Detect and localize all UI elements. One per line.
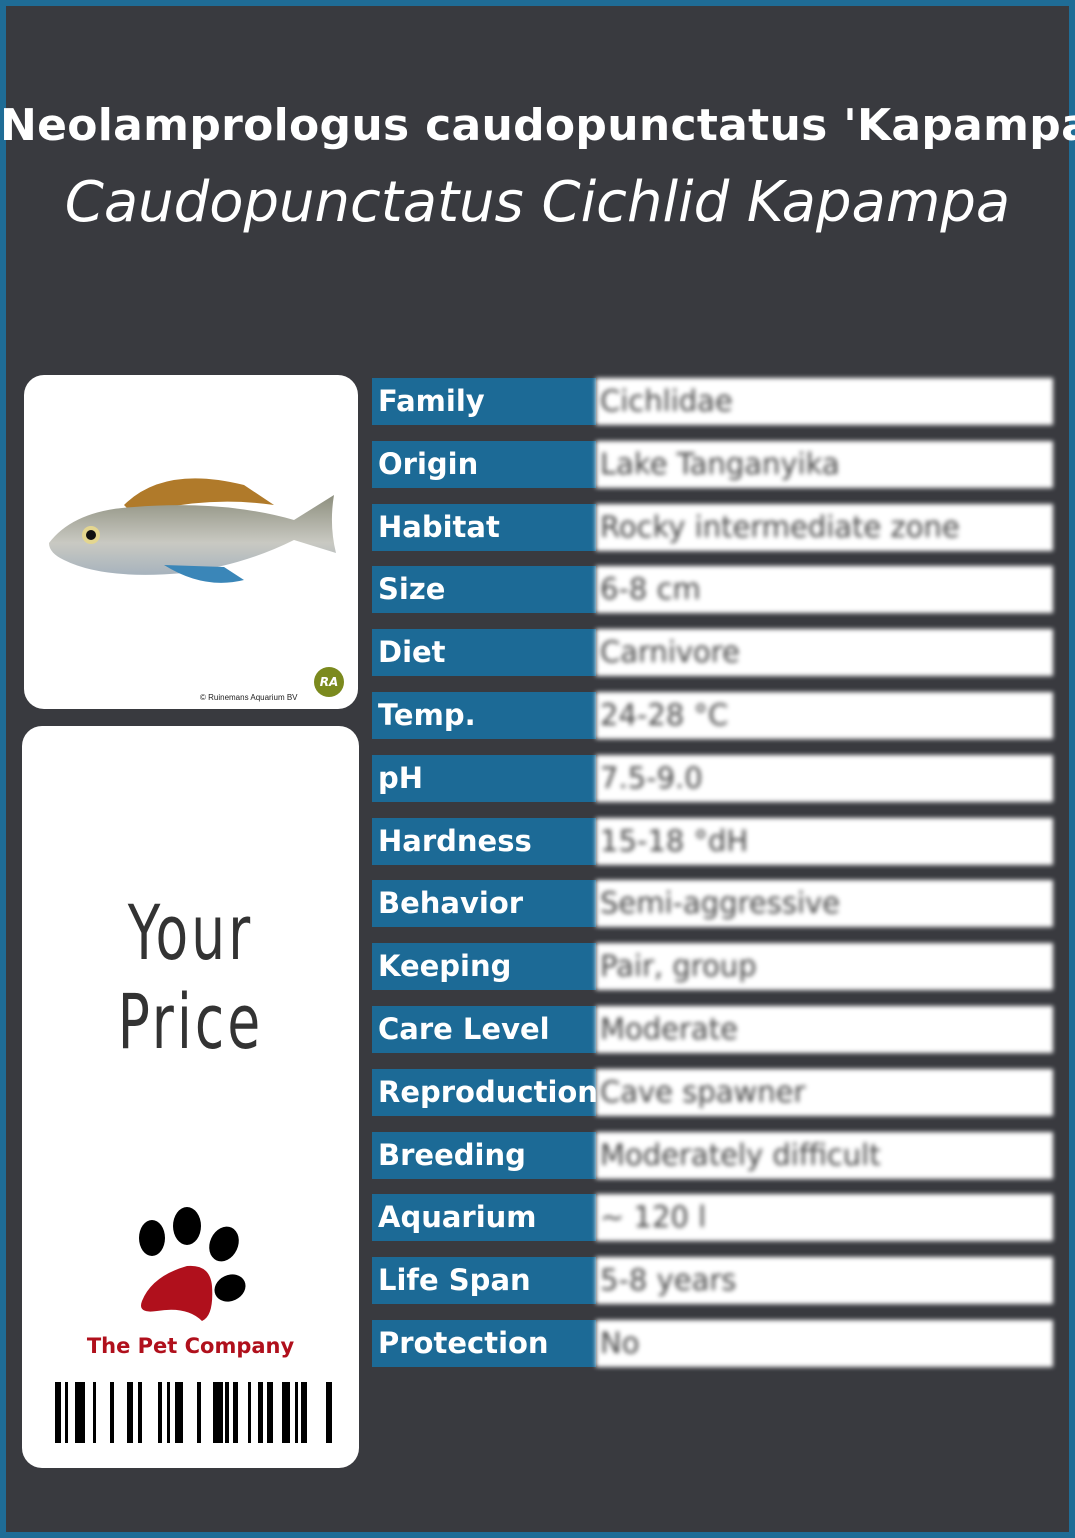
spec-row: Breeding Moderately difficult — [372, 1131, 1053, 1179]
spec-label: Aquarium — [372, 1194, 596, 1242]
spec-label: Care Level — [372, 1006, 596, 1053]
spec-row: Temp. 24-28 °C — [372, 692, 1053, 739]
barcode-bar — [301, 1382, 307, 1443]
spec-label: Life Span — [372, 1257, 596, 1305]
spec-row: Keeping Pair, group — [372, 943, 1053, 991]
spec-label: pH — [372, 754, 596, 802]
spec-value: Cave spawner — [596, 1068, 1053, 1116]
spec-label: Habitat — [372, 503, 596, 551]
barcode-bar — [138, 1382, 142, 1443]
spec-value: No — [596, 1320, 1053, 1367]
spec-value: Rocky intermediate zone — [596, 503, 1053, 551]
scientific-name-title: Neolamprologus caudopunctatus 'Kapampa' — [0, 100, 1075, 151]
spec-value: Lake Tanganyika — [596, 440, 1053, 488]
spec-value: 5-8 years — [596, 1257, 1053, 1305]
spec-value: Semi-aggressive — [596, 880, 1053, 928]
spec-value: 7.5-9.0 — [596, 754, 1053, 802]
barcode-bar — [295, 1382, 298, 1443]
spec-label: Keeping — [372, 943, 596, 991]
barcode-bar — [267, 1382, 273, 1443]
spec-value: Moderately difficult — [596, 1131, 1053, 1179]
price-card: Your Price The Pet Company — [22, 726, 359, 1468]
spec-row: Behavior Semi-aggressive — [372, 880, 1053, 928]
spec-label: Size — [372, 566, 596, 614]
spec-label: Origin — [372, 440, 596, 488]
spec-row: Hardness 15-18 °dH — [372, 817, 1053, 865]
price-label: Your Price — [117, 888, 264, 1066]
barcode-bar — [213, 1382, 223, 1443]
fish-photo — [49, 478, 336, 583]
spec-value: 24-28 °C — [596, 692, 1053, 739]
barcode-bar — [258, 1382, 263, 1443]
spec-row: Care Level Moderate — [372, 1006, 1053, 1053]
spec-label: Behavior — [372, 880, 596, 928]
spec-row: Size 6-8 cm — [372, 566, 1053, 614]
barcode-bar — [326, 1382, 332, 1443]
spec-label: Diet — [372, 629, 596, 677]
spec-value: Moderate — [596, 1006, 1053, 1053]
barcode-bar — [225, 1382, 229, 1443]
barcode-bar — [93, 1382, 96, 1443]
spec-label: Breeding — [372, 1131, 596, 1179]
spec-row: Life Span 5-8 years — [372, 1257, 1053, 1305]
barcode-bar — [65, 1382, 68, 1443]
spec-row: Aquarium ~ 120 l — [372, 1194, 1053, 1242]
spec-value: Pair, group — [596, 943, 1053, 991]
spec-row: Diet Carnivore — [372, 629, 1053, 677]
barcode-bar — [197, 1382, 201, 1443]
spec-value: 15-18 °dH — [596, 817, 1053, 865]
brand-name: The Pet Company — [86, 1334, 295, 1358]
barcode-bar — [158, 1382, 162, 1443]
ruinemans-logo: RA — [314, 667, 344, 697]
spec-value: ~ 120 l — [596, 1194, 1053, 1242]
barcode — [55, 1382, 332, 1443]
barcode-bar — [127, 1382, 133, 1443]
spec-row: Habitat Rocky intermediate zone — [372, 503, 1053, 551]
barcode-bar — [175, 1382, 183, 1443]
common-name-subtitle: Caudopunctatus Cichlid Kapampa — [64, 170, 1011, 235]
spec-row: pH 7.5-9.0 — [372, 754, 1053, 802]
spec-label: Reproduction — [372, 1068, 598, 1116]
paw-logo-icon — [139, 1207, 246, 1321]
spec-row: Family Cichlidae — [372, 378, 1053, 425]
barcode-bar — [233, 1382, 238, 1443]
barcode-bar — [167, 1382, 170, 1443]
spec-label: Family — [372, 378, 596, 425]
barcode-bar — [75, 1382, 85, 1443]
photo-credit: © Ruinemans Aquarium BV — [200, 693, 298, 702]
barcode-bar — [248, 1382, 251, 1443]
barcode-bar — [110, 1382, 114, 1443]
fish-image-card: © Ruinemans Aquarium BV RA — [24, 375, 358, 709]
barcode-bar — [282, 1382, 290, 1443]
spec-value: Cichlidae — [596, 378, 1053, 425]
spec-label: Temp. — [372, 692, 596, 739]
spec-value: 6-8 cm — [596, 566, 1053, 614]
spec-value: Carnivore — [596, 629, 1053, 677]
spec-label: Protection — [372, 1320, 596, 1367]
barcode-bar — [55, 1382, 61, 1443]
spec-row: Protection No — [372, 1320, 1053, 1367]
spec-label: Hardness — [372, 817, 596, 865]
spec-row: Origin Lake Tanganyika — [372, 440, 1053, 488]
spec-row: Reproduction Cave spawner — [372, 1068, 1053, 1116]
